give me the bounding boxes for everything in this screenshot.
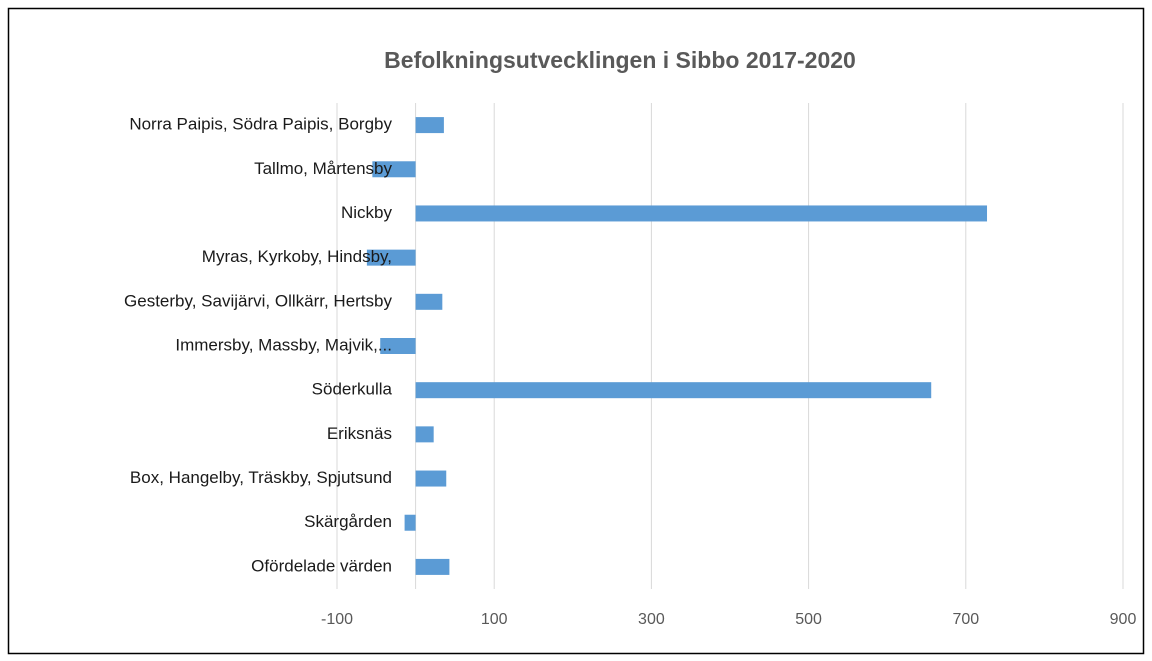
y-tick-label: Gesterby, Savijärvi, Ollkärr, Hertsby — [124, 291, 392, 310]
bar — [380, 338, 416, 354]
y-tick-label: Söderkulla — [312, 380, 393, 399]
x-tick-label: -100 — [321, 611, 353, 628]
bar — [415, 117, 444, 134]
y-tick-label: Eriksnäs — [327, 424, 392, 443]
bar — [366, 249, 416, 266]
bar — [372, 161, 416, 178]
x-tick-label: 700 — [952, 611, 979, 628]
x-tick-label: 300 — [638, 611, 665, 628]
y-tick-label: Skärgården — [304, 512, 392, 531]
y-tick-label: Tallmo, Mårtensby — [254, 159, 392, 178]
y-tick-label: Immersby, Massby, Majvik,... — [175, 335, 392, 354]
y-tick-label: Norra Paipis, Södra Paipis, Borgby — [129, 115, 392, 134]
bar — [404, 514, 416, 531]
x-tick-label: 900 — [1110, 611, 1137, 628]
y-tick-label: Ofördelade värden — [251, 556, 392, 575]
x-tick-label: 100 — [481, 611, 508, 628]
chart-frame — [7, 7, 1145, 655]
y-tick-label: Myras, Kyrkoby, Hindsby, — [202, 247, 392, 266]
chart-title: Befolkningsutvecklingen i Sibbo 2017-202… — [384, 47, 856, 73]
bar — [415, 382, 932, 399]
x-tick-label: 500 — [795, 611, 822, 628]
y-tick-label: Nickby — [341, 203, 393, 222]
y-tick-label: Box, Hangelby, Träskby, Spjutsund — [130, 468, 392, 487]
bar — [415, 426, 434, 443]
bar — [415, 558, 450, 575]
bar — [415, 470, 447, 487]
bar — [415, 205, 988, 222]
bar — [415, 293, 443, 310]
